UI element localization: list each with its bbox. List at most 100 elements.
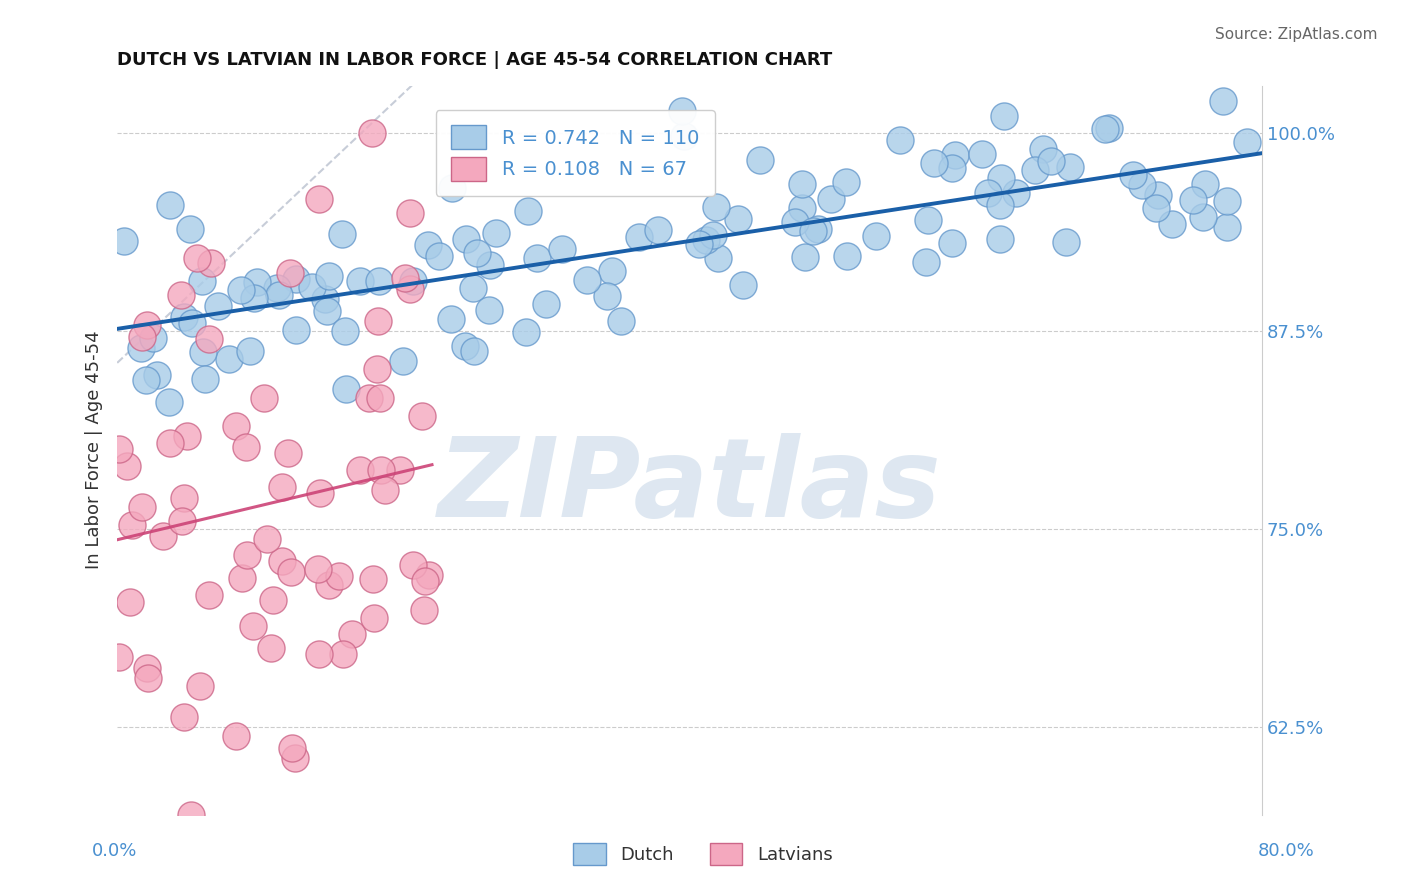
Point	[284, 750, 307, 764]
Point	[790, 178, 813, 192]
Point	[330, 227, 353, 241]
Point	[349, 462, 371, 476]
Point	[173, 310, 195, 325]
Point	[266, 281, 288, 295]
Point	[284, 272, 307, 286]
Point	[368, 391, 391, 405]
Point	[454, 339, 477, 353]
Point	[865, 229, 887, 244]
Point	[551, 243, 574, 257]
Point	[943, 148, 966, 162]
Point	[278, 266, 301, 280]
Point	[463, 281, 485, 295]
Point	[349, 274, 371, 288]
Point	[301, 280, 323, 294]
Point	[1039, 154, 1062, 169]
Point	[180, 807, 202, 822]
Point	[191, 274, 214, 288]
Point	[159, 436, 181, 450]
Point	[361, 572, 384, 586]
Point	[225, 419, 247, 434]
Point	[1130, 178, 1153, 193]
Point	[136, 318, 159, 332]
Point	[108, 649, 131, 664]
Point	[198, 333, 221, 347]
Point	[1122, 168, 1144, 182]
Point	[702, 227, 724, 242]
Point	[416, 238, 439, 252]
Point	[402, 558, 425, 572]
Point	[465, 245, 488, 260]
Point	[180, 316, 202, 330]
Point	[129, 341, 152, 355]
Point	[1024, 162, 1046, 177]
Text: ZIPatlas: ZIPatlas	[437, 433, 942, 540]
Point	[427, 249, 450, 263]
Point	[179, 222, 201, 236]
Point	[1194, 177, 1216, 191]
Point	[515, 325, 537, 339]
Point	[256, 532, 278, 546]
Text: Source: ZipAtlas.com: Source: ZipAtlas.com	[1215, 27, 1378, 42]
Point	[121, 518, 143, 533]
Point	[198, 588, 221, 602]
Point	[990, 170, 1012, 185]
Point	[695, 233, 717, 247]
Point	[439, 311, 461, 326]
Point	[173, 710, 195, 724]
Point	[157, 395, 180, 409]
Point	[367, 314, 389, 328]
Point	[792, 201, 814, 215]
Point	[628, 230, 651, 244]
Point	[159, 198, 181, 212]
Point	[820, 192, 842, 206]
Point	[1181, 193, 1204, 207]
Point	[115, 458, 138, 473]
Point	[277, 445, 299, 459]
Point	[516, 204, 538, 219]
Point	[231, 571, 253, 585]
Point	[1216, 219, 1239, 234]
Point	[485, 226, 508, 240]
Point	[988, 198, 1011, 212]
Point	[170, 514, 193, 528]
Point	[200, 256, 222, 270]
Point	[235, 440, 257, 454]
Point	[316, 303, 339, 318]
Point	[1216, 194, 1239, 208]
Point	[333, 324, 356, 338]
Point	[1192, 210, 1215, 224]
Point	[834, 175, 856, 189]
Point	[970, 146, 993, 161]
Point	[1236, 135, 1258, 149]
Point	[112, 234, 135, 248]
Point	[242, 618, 264, 632]
Point	[534, 296, 557, 310]
Point	[454, 232, 477, 246]
Point	[186, 251, 208, 265]
Point	[229, 283, 252, 297]
Point	[806, 222, 828, 236]
Point	[671, 103, 693, 118]
Point	[398, 282, 420, 296]
Point	[1054, 235, 1077, 249]
Point	[688, 236, 710, 251]
Point	[575, 272, 598, 286]
Point	[610, 313, 633, 327]
Point	[335, 383, 357, 397]
Point	[142, 331, 165, 345]
Point	[463, 344, 485, 359]
Point	[440, 181, 463, 195]
Text: 0.0%: 0.0%	[91, 842, 136, 860]
Point	[1161, 218, 1184, 232]
Point	[394, 271, 416, 285]
Point	[332, 647, 354, 661]
Point	[595, 289, 617, 303]
Point	[173, 491, 195, 505]
Point	[647, 223, 669, 237]
Point	[478, 303, 501, 318]
Point	[218, 352, 240, 367]
Point	[170, 287, 193, 301]
Point	[374, 483, 396, 497]
Point	[271, 554, 294, 568]
